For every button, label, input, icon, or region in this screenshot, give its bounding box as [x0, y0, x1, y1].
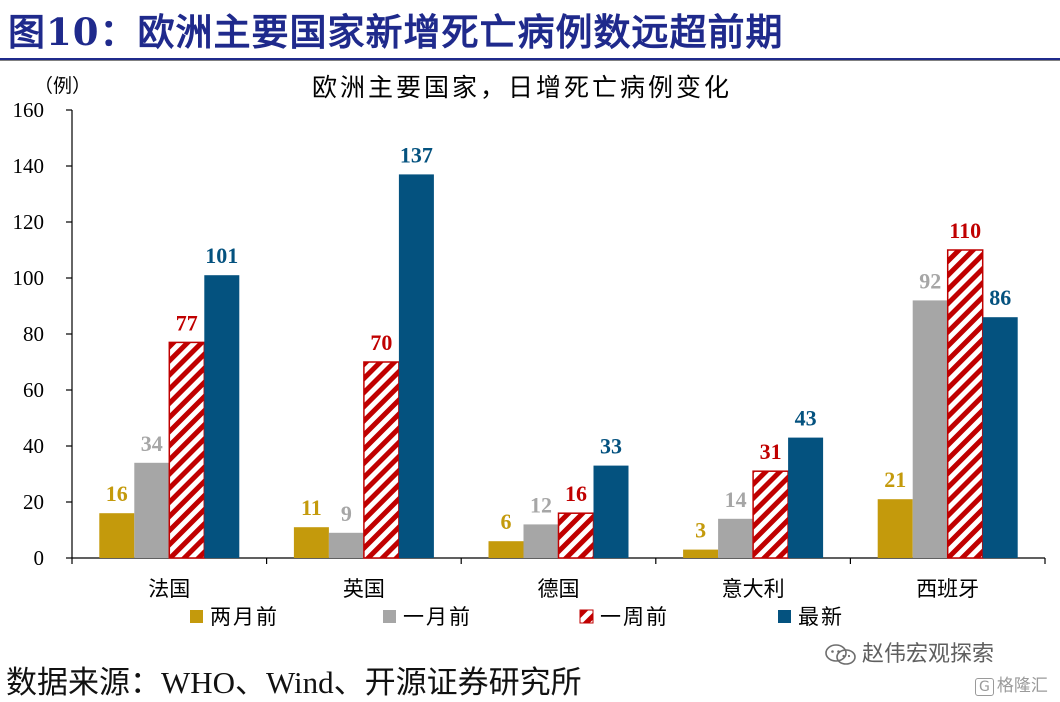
- data-label: 86: [989, 285, 1011, 310]
- bar: [168, 341, 206, 559]
- data-label: 34: [141, 431, 163, 456]
- data-label: 92: [919, 268, 941, 293]
- bar-chart: 欧洲主要国家，日增死亡病例变化 （例） 0 20 40 60 80 100 120 140 16…: [0, 60, 1060, 629]
- bar: [946, 249, 984, 559]
- y-tick-label: 20: [23, 490, 44, 514]
- legend-label: 一周前: [600, 605, 669, 629]
- wechat-icon: [824, 643, 858, 667]
- bar: [877, 499, 913, 558]
- bar: [204, 275, 240, 558]
- x-tick-label: 西班牙: [916, 577, 979, 601]
- legend-swatch: [383, 610, 396, 623]
- bar: [523, 524, 559, 558]
- x-tick-label: 英国: [343, 577, 385, 601]
- legend-swatch: [190, 610, 203, 623]
- title-divider: [0, 58, 1060, 60]
- legend-swatch: [579, 609, 594, 624]
- bar: [912, 300, 948, 558]
- data-label: 21: [884, 467, 906, 492]
- figure-title: 图10：欧洲主要国家新增死亡病例数远超前期: [8, 10, 784, 54]
- legend-label: 最新: [798, 605, 844, 629]
- data-label: 77: [176, 310, 198, 335]
- bar: [788, 437, 824, 558]
- y-tick-label: 120: [13, 210, 45, 234]
- bar: [363, 361, 400, 559]
- watermark-text: 赵伟宏观探索: [862, 642, 995, 667]
- badge-text: 格隆汇: [996, 676, 1048, 696]
- y-tick-label: 60: [23, 378, 44, 402]
- data-label: 31: [760, 439, 782, 464]
- data-label: 6: [501, 509, 512, 534]
- data-label: 101: [205, 243, 238, 268]
- bar: [982, 317, 1018, 558]
- y-tick-label: 140: [13, 154, 45, 178]
- g-logo-icon: G: [975, 678, 994, 696]
- bar: [134, 462, 170, 558]
- source-note: 数据来源：WHO、Wind、开源证券研究所: [6, 665, 582, 700]
- bar: [328, 532, 364, 558]
- bar: [293, 527, 329, 558]
- data-label: 12: [530, 492, 552, 517]
- x-tick-label: 德国: [538, 577, 580, 601]
- chart-area: 欧洲主要国家，日增死亡病例变化 （例） 0 20 40 60 80 100 120 140 16…: [0, 60, 1060, 654]
- bar: [683, 549, 719, 558]
- legend-label: 两月前: [210, 605, 279, 629]
- data-label: 14: [725, 487, 747, 512]
- watermark: 赵伟宏观探索: [824, 636, 994, 668]
- x-tick-label: 法国: [148, 577, 190, 601]
- y-tick-label: 160: [13, 98, 45, 122]
- data-label: 70: [370, 330, 392, 355]
- data-label: 110: [949, 218, 981, 243]
- y-tick-label: 100: [13, 266, 45, 290]
- badge: G 格隆汇: [975, 671, 1048, 696]
- data-label: 137: [400, 142, 433, 167]
- y-axis-unit-label: （例）: [34, 75, 91, 97]
- chart-title: 欧洲主要国家，日增死亡病例变化: [312, 73, 732, 102]
- y-tick-label: 80: [23, 322, 44, 346]
- legend-swatch: [778, 610, 791, 623]
- bar: [752, 470, 789, 559]
- y-tick-label: 0: [34, 546, 45, 570]
- data-label: 3: [695, 518, 706, 543]
- bar: [99, 513, 135, 558]
- data-label: 16: [565, 481, 587, 506]
- data-label: 16: [106, 481, 128, 506]
- bar: [398, 174, 434, 558]
- y-tick-label: 40: [23, 434, 44, 458]
- data-label: 33: [600, 434, 622, 459]
- bar: [593, 465, 629, 558]
- bar: [488, 541, 524, 558]
- legend-label: 一月前: [403, 605, 472, 629]
- data-label: 9: [341, 501, 352, 526]
- data-label: 11: [301, 495, 322, 520]
- bar: [718, 518, 754, 558]
- x-tick-label: 意大利: [722, 577, 785, 601]
- bar: [557, 512, 595, 559]
- data-label: 43: [795, 406, 817, 431]
